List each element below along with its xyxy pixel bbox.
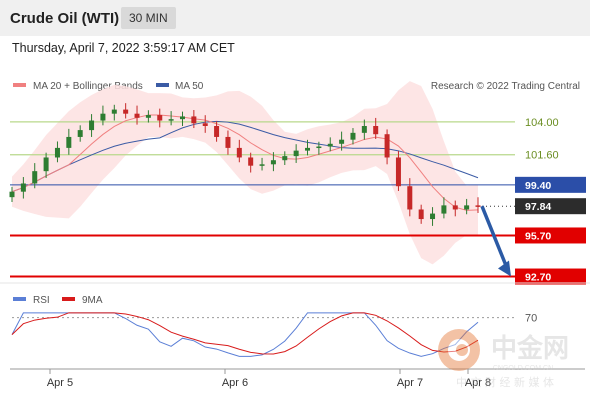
candle-body — [157, 115, 163, 121]
ma50-line — [11, 120, 479, 193]
candle-body — [430, 213, 436, 220]
level-box-pivot — [515, 176, 586, 193]
level-box-support_1 — [515, 227, 586, 244]
candle-body — [361, 126, 367, 133]
level-label-support_1: 95.70 — [525, 230, 551, 242]
candle-body — [236, 147, 242, 158]
ma20-line — [11, 114, 479, 211]
candle-body — [111, 109, 117, 114]
x-tick-label: Apr 5 — [47, 377, 73, 389]
candle-body — [373, 126, 379, 135]
candle-body — [475, 205, 481, 207]
ma20-legend: MA 20 + Bollinger Bands — [33, 81, 143, 92]
level-box-last_price — [515, 198, 586, 215]
candle-body — [9, 191, 15, 198]
candle-body — [293, 150, 299, 157]
rsi-plot: 70 — [11, 312, 537, 357]
header-bar: Crude Oil (WTI) 30 MIN — [0, 0, 590, 36]
candle-body — [452, 205, 458, 210]
level-label-resistance_2: 104.00 — [525, 117, 559, 129]
x-axis: Apr 5 Apr 6 Apr 7 Apr 8 — [47, 369, 491, 389]
rsi-legend: RSI — [33, 295, 50, 306]
candle-body — [134, 113, 140, 118]
candle-body — [407, 186, 413, 210]
level-label-pivot: 99.40 — [525, 180, 551, 192]
level-label-last_price: 97.84 — [525, 201, 551, 213]
candle-body — [43, 157, 49, 172]
candle-body — [77, 130, 83, 137]
candle-body — [259, 164, 265, 166]
forecast-arrow-head — [498, 260, 511, 277]
bollinger-band — [12, 81, 478, 265]
candle-body — [248, 157, 254, 166]
candle-body — [327, 143, 333, 147]
candle-body — [66, 136, 72, 148]
candle-body — [282, 156, 288, 161]
svg-text:中 文 财 经 新 媒 体: 中 文 财 经 新 媒 体 — [456, 375, 554, 389]
candle-body — [441, 205, 447, 214]
candle-body — [464, 205, 470, 210]
watermark-logo: 中金网 CNGOLD.COM.CN 中 文 财 经 新 媒 体 — [438, 329, 569, 389]
research-credit: Research © 2022 Trading Central — [431, 81, 580, 92]
rsi-ma-swatch — [62, 297, 75, 301]
ma50-legend: MA 50 — [175, 81, 204, 92]
candle-body — [54, 147, 60, 158]
candle-body — [339, 139, 345, 144]
svg-text:中金网: 中金网 — [491, 333, 569, 364]
instrument-title: Crude Oil (WTI) — [10, 10, 120, 27]
candle-body — [168, 119, 174, 121]
level-label-resistance_1: 101.60 — [525, 150, 559, 162]
ma20-swatch — [13, 83, 26, 87]
candle-body — [89, 120, 95, 131]
candle-body — [214, 126, 220, 137]
timeframe-badge[interactable]: 30 MIN — [121, 7, 176, 29]
candle-body — [418, 209, 424, 220]
price-plot: 104.00 101.60 99.40 97.84 95.70 92.70 — [9, 81, 586, 285]
x-tick-label: Apr 6 — [222, 377, 248, 389]
candle-body — [395, 157, 401, 187]
candle-body — [305, 147, 311, 151]
x-tick-label: Apr 7 — [397, 377, 423, 389]
candle-body — [32, 171, 38, 184]
ma50-swatch — [156, 83, 169, 87]
candle-body — [350, 132, 356, 140]
candle-body — [225, 136, 231, 148]
candle-body — [270, 160, 276, 165]
candle-body — [100, 113, 106, 121]
candle-body — [123, 109, 129, 114]
candle-body — [20, 183, 26, 192]
rsi-ma-line — [11, 312, 479, 355]
candle-body — [191, 116, 197, 124]
rsi-swatch — [13, 297, 26, 301]
candle-body — [202, 123, 208, 126]
x-tick-label: Apr 8 — [465, 377, 491, 389]
rsi-ma-legend: 9MA — [82, 295, 103, 306]
candle-body — [179, 116, 185, 120]
svg-text:CNGOLD.COM.CN: CNGOLD.COM.CN — [493, 365, 553, 372]
level-box-support_2 — [515, 268, 586, 285]
rsi-70-label: 70 — [525, 313, 537, 325]
candle-body — [384, 134, 390, 158]
level-label-support_2: 92.70 — [525, 272, 551, 284]
candle-body — [316, 146, 322, 149]
forecast-arrow-shaft — [480, 205, 510, 272]
candle-body — [145, 115, 151, 118]
timestamp: Thursday, April 7, 2022 3:59:17 AM CET — [12, 41, 235, 55]
